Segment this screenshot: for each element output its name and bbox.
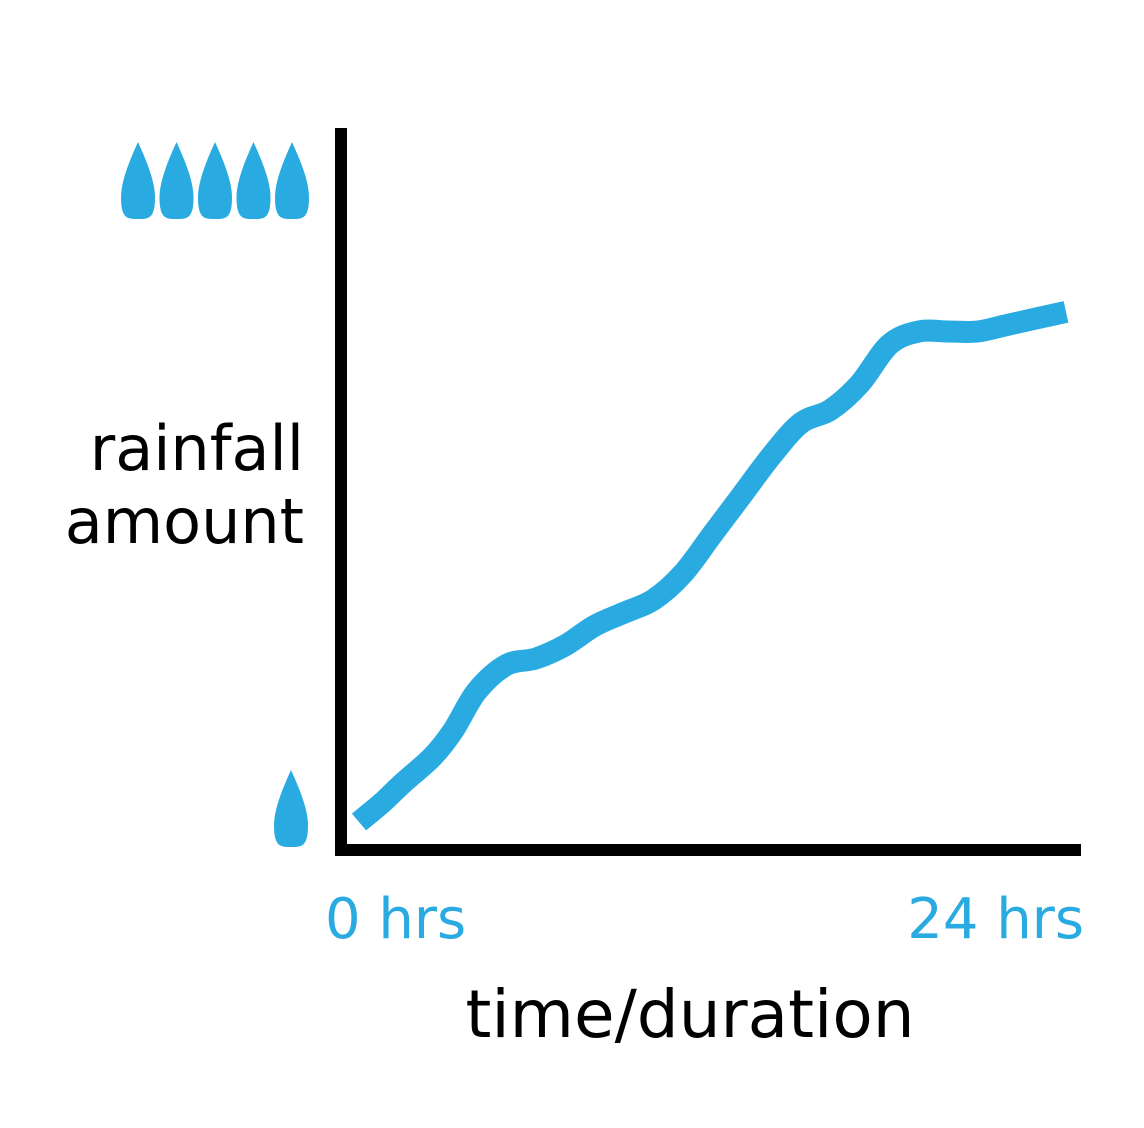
y-axis-label-line-1: rainfall xyxy=(90,412,304,485)
low-rainfall-marker xyxy=(274,770,308,847)
raindrop-icon xyxy=(275,142,309,219)
high-rainfall-marker xyxy=(121,142,309,219)
x-axis-label: time/duration xyxy=(465,976,914,1053)
y-axis-label-line-2: amount xyxy=(65,485,304,558)
series-layer xyxy=(351,301,1069,831)
raindrop-icon xyxy=(198,142,232,219)
x-tick-label-start: 0 hrs xyxy=(325,887,466,952)
x-tick-label-end: 24 hrs xyxy=(907,887,1084,952)
raindrop-icon xyxy=(236,142,271,219)
series-line-1 xyxy=(351,301,1069,831)
raindrop-icon xyxy=(159,142,194,219)
raindrop-icon xyxy=(274,770,308,847)
raindrop-icon xyxy=(121,142,155,219)
